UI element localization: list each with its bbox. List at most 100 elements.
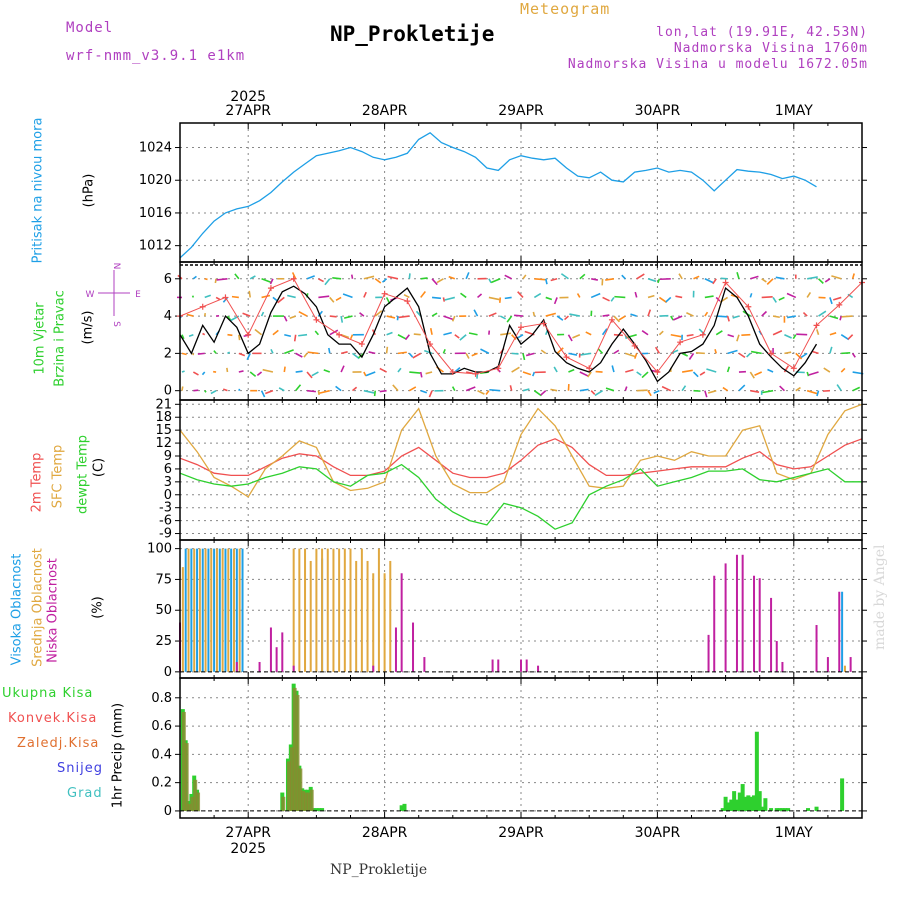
wind-arrow [226, 315, 232, 321]
wind-arrow [749, 371, 755, 379]
wind-arrow [412, 352, 422, 359]
wind-arrow [323, 369, 331, 373]
compass-south: S [111, 321, 121, 327]
wind-arrow [311, 371, 319, 377]
wind-arrow [324, 278, 331, 286]
label-precip-conv: Konvek.Kisa [8, 711, 98, 726]
compass-icon: N S W E [86, 263, 142, 328]
data-bar [843, 665, 846, 672]
wind-arrow [726, 366, 731, 373]
wind-arrow [556, 315, 564, 321]
wind-arrow [585, 331, 592, 336]
wind-arrow [732, 315, 740, 319]
gust-marker [404, 298, 411, 305]
gust-marker [518, 324, 524, 331]
wind-arrow [277, 296, 285, 304]
wind-arrow [465, 352, 470, 359]
wind-arrow [260, 311, 265, 317]
wind-arrow [298, 333, 308, 337]
y-tick-label: 18 [155, 410, 172, 425]
top-date-label: 1MAY [775, 103, 813, 119]
wind-arrow [272, 296, 278, 302]
wind-arrow [419, 371, 423, 378]
wind-arrow [511, 366, 520, 373]
wind-arrow [626, 333, 637, 339]
wind-arrow [634, 353, 638, 359]
wind-arrow [215, 296, 221, 301]
wind-arrow [329, 329, 339, 336]
wind-arrow [197, 352, 205, 355]
wind-arrow [293, 334, 297, 342]
y-tick-label: 0 [164, 665, 172, 680]
data-bar [204, 548, 207, 672]
wind-arrow [204, 278, 208, 281]
data-bar [786, 808, 791, 811]
wind-arrow [216, 277, 228, 281]
wind-arrow [704, 278, 714, 284]
wind-arrow [500, 332, 512, 336]
wind-arrow [490, 278, 501, 284]
data-bar [187, 548, 190, 672]
wind-arrow [181, 386, 184, 391]
y-tick-label: 6 [164, 462, 172, 477]
wind-arrow [761, 278, 767, 283]
wind-arrow [786, 292, 797, 299]
data-bar [275, 647, 278, 672]
gust-marker [290, 275, 297, 282]
bottom-date-label: 27APR [225, 825, 271, 841]
wind-arrow [442, 348, 446, 354]
data-bar [298, 548, 301, 672]
wind-arrow [614, 295, 626, 299]
wind-arrow [553, 297, 558, 305]
wind-arrow [283, 366, 286, 373]
wind-arrow [408, 352, 414, 358]
wind-arrow [246, 353, 251, 361]
wind-arrow [772, 297, 777, 303]
wind-arrow [291, 272, 297, 280]
wind-arrow [442, 297, 446, 302]
data-bar [332, 548, 335, 672]
wind-arrow [204, 294, 212, 299]
wind-arrow [379, 389, 387, 393]
wind-arrow [613, 349, 620, 355]
wind-arrow [192, 371, 199, 376]
wind-arrow [686, 312, 694, 317]
wind-arrow [226, 367, 229, 373]
data-bar [402, 803, 407, 811]
data-bar [292, 665, 295, 672]
wind-arrow [540, 390, 547, 396]
y-tick-label: 9 [164, 449, 172, 464]
wind-arrow [373, 390, 377, 397]
y-tick-label: 100 [147, 542, 172, 557]
wind-arrow [408, 273, 411, 279]
gust-marker [654, 369, 661, 376]
wind-arrow [738, 352, 746, 359]
data-bar [338, 548, 341, 672]
data-bar [769, 808, 774, 811]
wind-arrow [213, 350, 217, 354]
gust-marker [336, 331, 343, 338]
wind-arrow [851, 352, 856, 358]
data-bar [814, 806, 819, 811]
wind-arrow [332, 277, 342, 280]
data-bar [235, 548, 238, 672]
top-date-label: 27APR [225, 103, 271, 119]
gust-marker [722, 279, 729, 286]
data-bar [326, 548, 329, 672]
page-title: NP_Prokletije [330, 22, 495, 46]
wind-arrow [420, 277, 428, 280]
wind-arrow [319, 389, 330, 394]
wind-arrow [265, 389, 274, 395]
wind-arrow [812, 350, 819, 355]
data-bar [355, 560, 358, 672]
wind-arrow [605, 277, 615, 281]
wind-arrow [665, 296, 672, 303]
wind-arrow [695, 352, 705, 355]
wind-arrow [477, 293, 483, 299]
data-bar [746, 795, 751, 811]
wind-arrow [234, 273, 240, 280]
data-bar [849, 657, 852, 672]
label-precip-frozen: Zaledj.Kisa [17, 736, 100, 751]
gust-marker [790, 365, 797, 372]
